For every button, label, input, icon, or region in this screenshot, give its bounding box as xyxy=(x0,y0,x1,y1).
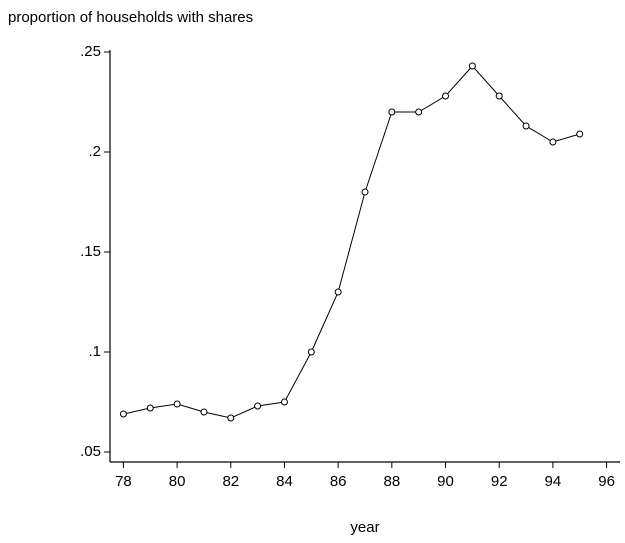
x-tick-label: 92 xyxy=(491,473,508,490)
marker xyxy=(119,410,127,418)
marker xyxy=(334,288,342,296)
marker xyxy=(173,400,181,408)
marker xyxy=(576,130,584,138)
y-tick-label: .15 xyxy=(80,243,101,260)
x-tick-label: 78 xyxy=(115,473,132,490)
y-tick-label: .05 xyxy=(80,443,101,460)
marker xyxy=(442,92,450,100)
line xyxy=(123,65,580,419)
x-tick-label: 80 xyxy=(169,473,186,490)
x-tick-label: 82 xyxy=(222,473,239,490)
x-tick-label: 94 xyxy=(545,473,562,490)
marker xyxy=(415,108,423,116)
marker xyxy=(254,402,262,410)
y-tick-label: .1 xyxy=(88,343,101,360)
x-tick-label: 96 xyxy=(598,473,615,490)
marker xyxy=(361,188,369,196)
chart-title: proportion of households with shares xyxy=(8,9,253,26)
x-tick-label: 90 xyxy=(437,473,454,490)
marker xyxy=(522,122,530,130)
x-tick-label: 88 xyxy=(383,473,400,490)
marker xyxy=(280,398,288,406)
marker xyxy=(388,108,396,116)
y-tick-label: .2 xyxy=(88,143,101,160)
x-tick-label: 84 xyxy=(276,473,293,490)
marker xyxy=(146,404,154,412)
y-tick-label: .25 xyxy=(80,43,101,60)
marker xyxy=(468,62,476,70)
marker xyxy=(307,348,315,356)
x-axis-label: year xyxy=(350,519,379,536)
marker xyxy=(495,92,503,100)
marker xyxy=(200,408,208,416)
x-tick-label: 86 xyxy=(330,473,347,490)
marker xyxy=(227,414,235,422)
marker xyxy=(549,138,557,146)
